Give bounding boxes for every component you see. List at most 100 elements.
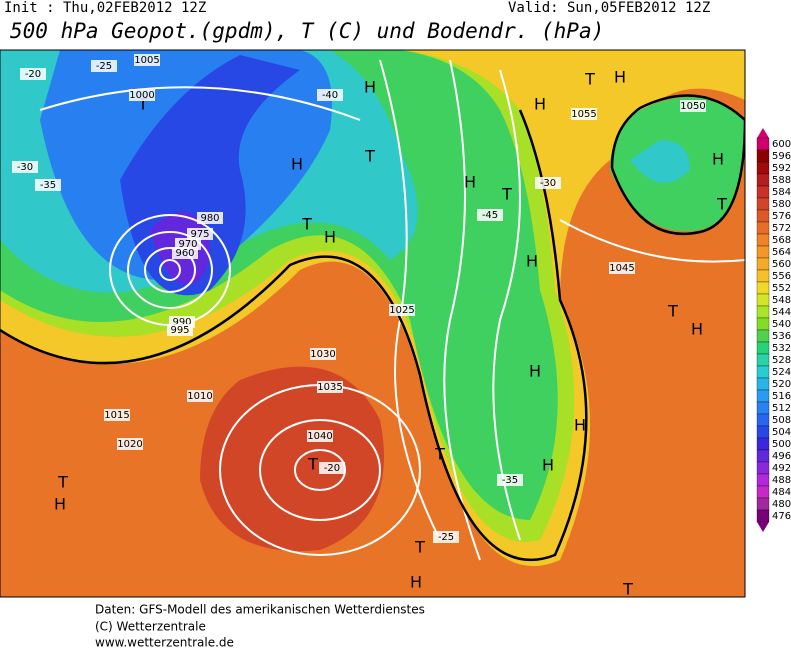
pressure-center: T [584, 70, 595, 89]
colorbar-swatch [756, 401, 770, 415]
pressure-center: H [574, 416, 586, 435]
colorbar-swatch [756, 233, 770, 247]
pressure-center: T [622, 580, 633, 599]
colorbar-label: 500 [772, 439, 791, 450]
colorbar-swatch [756, 185, 770, 199]
contour-label: 1020 [117, 439, 142, 450]
colorbar-label: 600 [772, 139, 791, 150]
pressure-center: H [542, 456, 554, 475]
colorbar-label: 548 [772, 295, 791, 306]
label-box [117, 438, 143, 450]
contour-label: -45 [482, 210, 498, 221]
label-box [134, 54, 160, 66]
contour-label: -30 [17, 162, 33, 173]
colorbar-label: 516 [772, 391, 791, 402]
colorbar-label: 508 [772, 415, 791, 426]
contour-label: -40 [322, 90, 338, 101]
colorbar-label: 576 [772, 211, 791, 222]
contour-label: 1035 [317, 382, 342, 393]
label-box [187, 228, 213, 240]
label-box [310, 348, 336, 360]
pressure-center: T [364, 147, 375, 166]
colorbar-swatch [756, 425, 770, 439]
pressure-center: H [534, 95, 546, 114]
footer-line: www.wetterzentrale.de [95, 636, 234, 649]
pressure-center: T [137, 95, 148, 114]
colorbar-swatch [756, 149, 770, 163]
colorbar-swatch [756, 413, 770, 427]
colorbar-swatch [756, 497, 770, 511]
colorbar-label: 596 [772, 151, 791, 162]
colorbar-swatch [756, 461, 770, 475]
contour-label: 990 [172, 317, 191, 328]
colorbar-label: 580 [772, 199, 791, 210]
colorbar-label: 524 [772, 367, 791, 378]
colorbar-label: 544 [772, 307, 791, 318]
label-box [187, 390, 213, 402]
label-box [317, 381, 343, 393]
init-label: Init : Thu,02FEB2012 12Z [4, 0, 206, 16]
contour-label: 1015 [104, 410, 129, 421]
contour-label: -20 [25, 69, 41, 80]
colorbar-swatch [756, 329, 770, 343]
colorbar-cap [757, 522, 769, 532]
label-box [319, 462, 345, 474]
colorbar-swatch [756, 257, 770, 271]
colorbar-swatch [756, 509, 770, 523]
map-frame [0, 49, 746, 598]
colorbar-label: 584 [772, 187, 791, 198]
contour-label: -25 [438, 532, 454, 543]
pressure-center: T [57, 473, 68, 492]
colorbar-swatch [756, 197, 770, 211]
label-box [609, 262, 635, 274]
contour-label: 960 [175, 248, 194, 259]
label-box [167, 324, 193, 336]
pressure-center: H [526, 252, 538, 271]
contour-label: 1045 [609, 263, 634, 274]
footer-line: Daten: GFS-Modell des amerikanischen Wet… [95, 603, 425, 617]
contour-label: 980 [200, 213, 219, 224]
pressure-center: T [414, 538, 425, 557]
pressure-center: H [691, 320, 703, 339]
colorbar-swatch [756, 389, 770, 403]
colorbar-swatch [756, 305, 770, 319]
colorbar-cap [757, 128, 769, 138]
colorbar-label: 592 [772, 163, 791, 174]
colorbar-label: 528 [772, 355, 791, 366]
contour-label: 1040 [307, 431, 332, 442]
colorbar-swatch [756, 341, 770, 355]
valid-label: Valid: Sun,05FEB2012 12Z [508, 0, 710, 16]
contour-label: 1055 [571, 109, 596, 120]
colorbar-label: 492 [772, 463, 791, 474]
label-box [535, 177, 561, 189]
pressure-center: H [54, 495, 66, 514]
label-box [129, 89, 155, 101]
contour-label: 1005 [134, 55, 159, 66]
contour-label: -25 [96, 61, 112, 72]
colorbar-label: 588 [772, 175, 791, 186]
contour-label: -35 [502, 475, 518, 486]
colorbar-swatch [756, 161, 770, 175]
pressure-center: H [324, 228, 336, 247]
colorbar-swatch [756, 221, 770, 235]
contour-label: 1050 [680, 101, 705, 112]
colorbar-label: 536 [772, 331, 791, 342]
map-field [0, 50, 745, 597]
label-box [477, 209, 503, 221]
colorbar-swatch [756, 353, 770, 367]
label-box [497, 474, 523, 486]
colorbar-swatch [756, 377, 770, 391]
pressure-center: H [464, 173, 476, 192]
colorbar-label: 540 [772, 319, 791, 330]
label-box [91, 60, 117, 72]
colorbar-swatch [756, 245, 770, 259]
pressure-center: T [301, 215, 312, 234]
colorbar-label: 484 [772, 487, 791, 498]
pressure-center: T [716, 195, 727, 214]
colorbar-swatch [756, 281, 770, 295]
label-box [433, 531, 459, 543]
contour-label: -35 [40, 180, 56, 191]
pressure-center: T [434, 445, 445, 464]
pressure-center: H [712, 150, 724, 169]
